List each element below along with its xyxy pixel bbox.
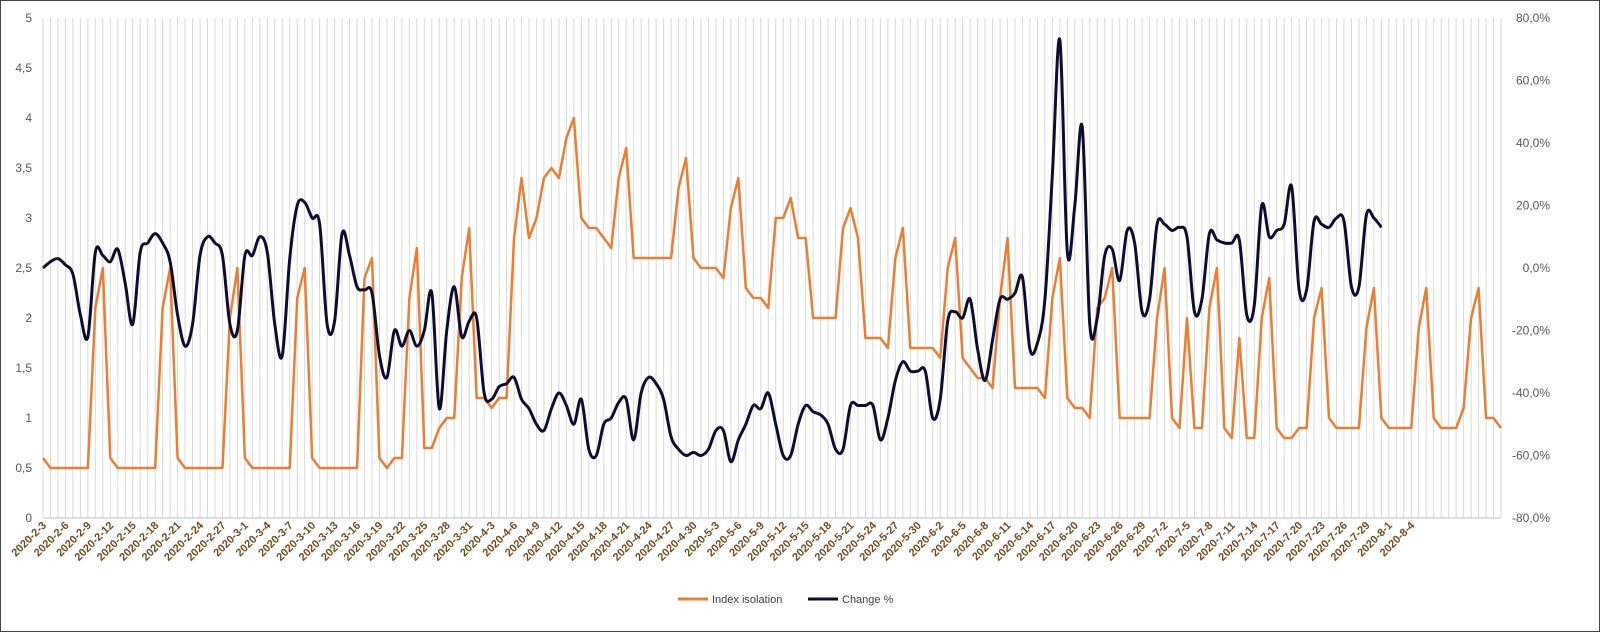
right-tick-label: -40,0% — [1512, 386, 1550, 400]
vertical-gridlines — [42, 18, 1502, 519]
right-tick-label: 0,0% — [1523, 261, 1551, 275]
right-tick-label: -80,0% — [1512, 511, 1550, 525]
legend: Index isolation Change % — [678, 594, 894, 606]
left-tick-label: 2,5 — [15, 261, 32, 275]
left-tick-label: 1 — [25, 411, 32, 425]
series-line-change-percent — [42, 37, 1383, 464]
left-tick-label: 4 — [25, 111, 32, 125]
left-tick-label: 5 — [25, 11, 32, 25]
left-tick-label: 0 — [25, 511, 32, 525]
series-line-index-isolation — [41, 116, 1503, 470]
right-tick-label: 80,0% — [1516, 11, 1550, 25]
legend-label: Index isolation — [712, 594, 782, 606]
x-axis: 2020-2-32020-2-62020-2-92020-2-122020-2-… — [9, 519, 1418, 564]
right-tick-label: -20,0% — [1512, 324, 1550, 338]
right-tick-label: -60,0% — [1512, 449, 1550, 463]
right-axis: -80,0% -60,0% -40,0% -20,0% 0,0% 20,0% 40,0% 60… — [1512, 11, 1550, 525]
left-tick-label: 4,5 — [15, 61, 32, 75]
right-tick-label: 60,0% — [1516, 74, 1550, 88]
left-tick-label: 2 — [25, 311, 32, 325]
legend-label: Change % — [842, 594, 894, 606]
left-tick-label: 1,5 — [15, 361, 32, 375]
left-tick-label: 3 — [25, 211, 32, 225]
left-tick-label: 0,5 — [15, 461, 32, 475]
right-tick-label: 40,0% — [1516, 136, 1550, 150]
right-tick-label: 20,0% — [1516, 199, 1550, 213]
series-lines — [41, 37, 1503, 470]
left-tick-label: 3,5 — [15, 161, 32, 175]
left-axis: 0 0,5 1 1,5 2 2,5 3 3,5 4 4,5 5 — [15, 11, 32, 525]
